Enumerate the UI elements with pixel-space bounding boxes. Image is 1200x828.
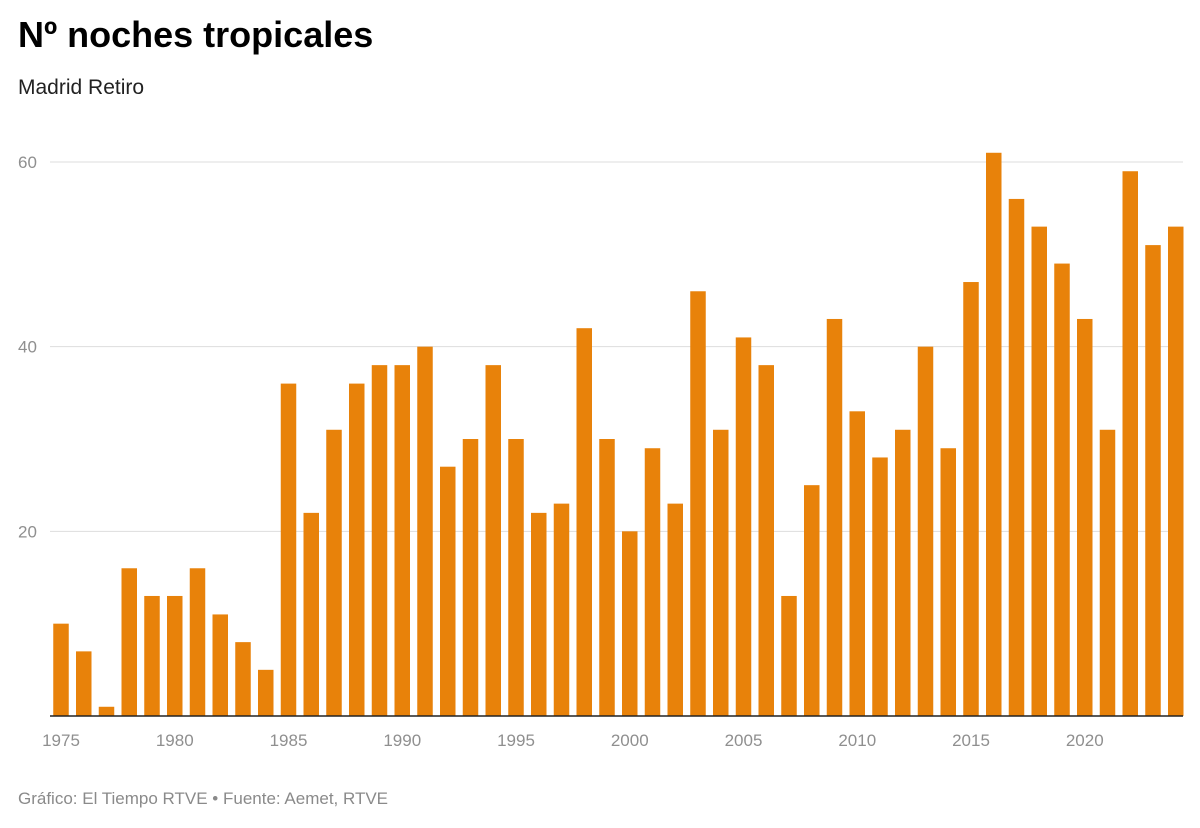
bar-2016 [986,152,1002,716]
bar-2012 [895,429,911,716]
bar-1998 [576,328,592,716]
bar-1988 [349,383,365,716]
bar-2013 [917,346,934,716]
x-tick-label: 2010 [838,731,876,750]
x-tick-label: 1995 [497,731,535,750]
bar-2024 [1168,226,1184,716]
bar-1985 [280,383,297,716]
bar-2001 [644,448,661,716]
bar-1984 [258,669,274,716]
x-tick-label: 2000 [611,731,649,750]
bar-2010 [849,411,865,716]
source-footer: Gráfico: El Tiempo RTVE • Fuente: Aemet,… [18,789,389,808]
x-tick-label: 1985 [270,731,308,750]
y-tick-label: 60 [18,153,37,172]
bar-1994 [485,365,501,716]
bar-2009 [826,318,843,716]
bar-1986 [303,512,319,716]
chart-title: Nº noches tropicales [18,14,374,55]
bar-2007 [781,595,797,716]
bar-2005 [735,337,752,716]
x-tick-label: 2015 [952,731,990,750]
x-tick-label: 2020 [1066,731,1104,750]
bar-2004 [713,429,729,716]
bar-2022 [1122,171,1138,716]
bar-1982 [212,614,228,716]
bar-1990 [394,365,410,716]
bar-1977 [98,706,115,716]
bar-1996 [531,512,547,716]
y-tick-label: 40 [18,338,37,357]
bar-1992 [440,466,456,716]
bar-1987 [326,429,342,716]
chart-subtitle: Madrid Retiro [18,76,145,99]
bar-1976 [76,651,92,716]
bar-1981 [189,568,206,716]
bar-1978 [121,568,137,716]
bar-2020 [1077,318,1093,716]
bar-1997 [553,503,570,716]
bar-2015 [963,282,979,716]
bar-1991 [417,346,433,716]
bar-2019 [1054,263,1070,716]
bar-2000 [622,531,638,716]
bar-1975 [53,623,69,716]
bar-1983 [235,642,251,716]
x-tick-label: 2005 [725,731,763,750]
bar-2018 [1031,226,1047,716]
bar-1989 [371,365,388,716]
bar-1995 [508,439,524,716]
bar-1999 [599,439,615,716]
bar-1980 [167,595,183,716]
bar-2008 [804,485,820,716]
bar-1993 [462,439,479,716]
bar-2017 [1008,198,1025,716]
y-tick-label: 20 [18,522,37,541]
x-tick-label: 1990 [383,731,421,750]
bar-2011 [872,457,888,716]
bar-2021 [1099,429,1116,716]
x-tick-label: 1980 [156,731,194,750]
bar-2003 [690,291,706,716]
bar-2023 [1145,245,1161,716]
bar-2006 [758,365,774,716]
bar-1979 [144,595,160,716]
bar-2014 [940,448,956,716]
x-tick-label: 1975 [42,731,80,750]
bar-2002 [667,503,683,716]
